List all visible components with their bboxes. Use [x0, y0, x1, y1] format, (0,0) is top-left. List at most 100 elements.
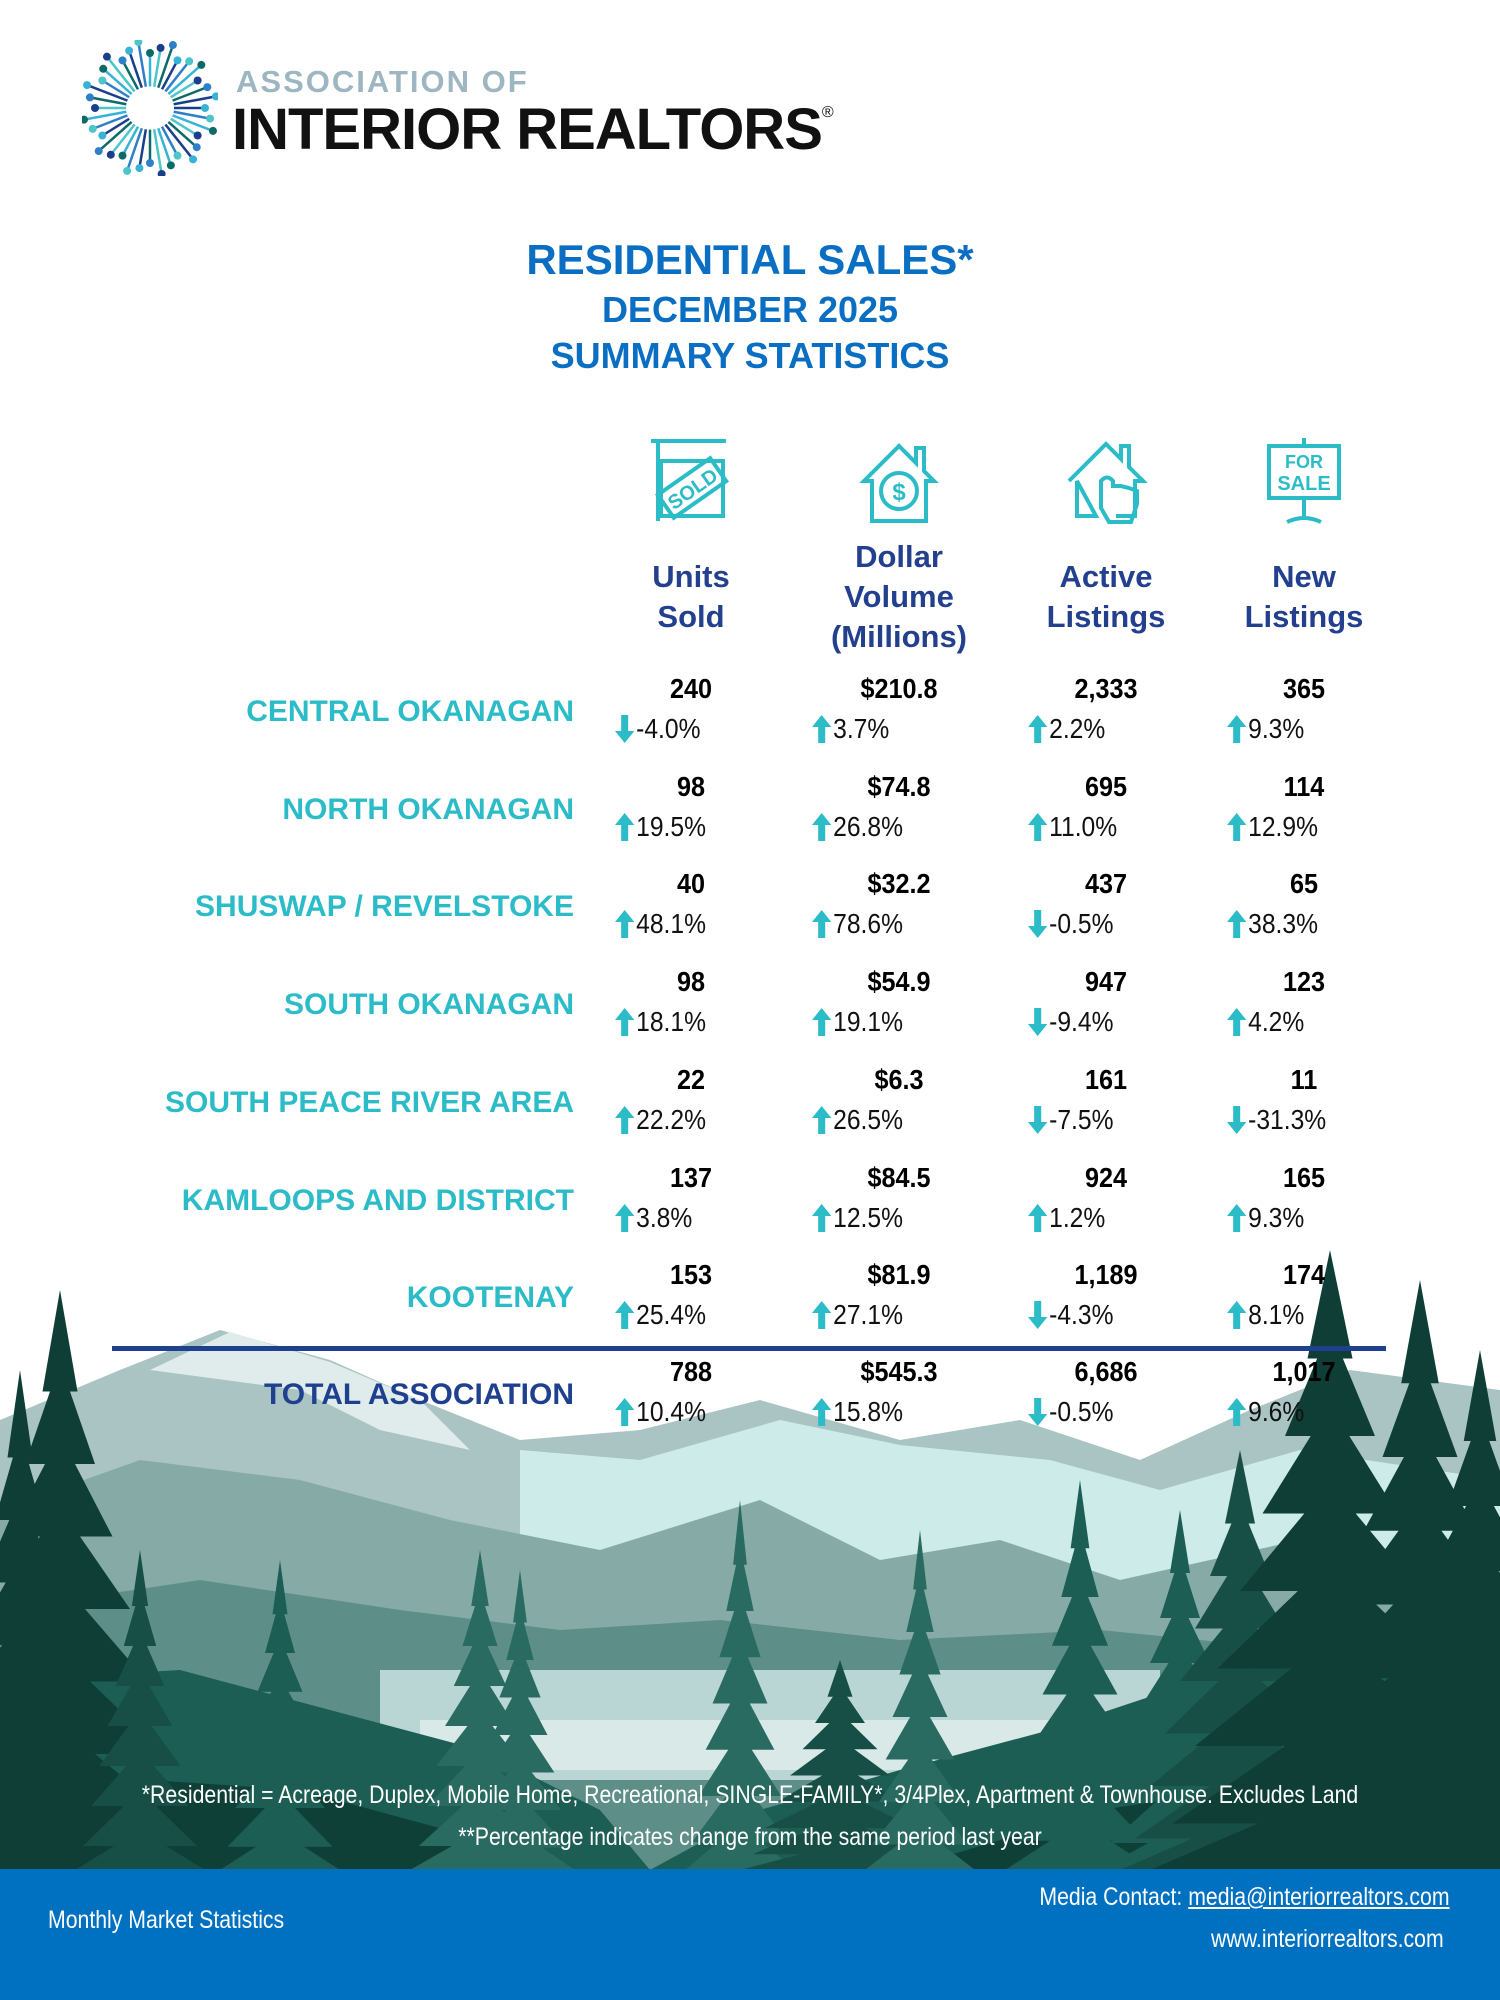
logo-ray: [89, 96, 127, 106]
pine-tree: [7, 1370, 33, 1458]
pine-tree: [1366, 1740, 1500, 1831]
pine-tree: [1285, 1327, 1375, 1436]
logo-dot: [197, 60, 206, 69]
percent-change: 12.9%: [1227, 811, 1318, 843]
percent-change: 38.3%: [1227, 908, 1318, 940]
percent-change: 26.8%: [812, 811, 903, 843]
percent-change-value: 27.1%: [833, 1299, 903, 1331]
pine-tree: [913, 1530, 927, 1590]
pine-tree: [1033, 1675, 1127, 1744]
percent-change: 12.5%: [812, 1202, 903, 1234]
pine-tree: [1398, 1610, 1500, 1701]
pine-tree: [752, 1817, 928, 1855]
pine-tree: [1070, 1480, 1090, 1549]
logo-dot: [91, 104, 99, 112]
percent-change-value: -31.3%: [1248, 1103, 1327, 1135]
mountain-forest-landscape: [0, 1250, 1500, 1870]
pine-tree: [465, 1832, 575, 1870]
house-dollar-icon: $: [854, 436, 944, 531]
percent-change: 78.6%: [812, 908, 903, 940]
logo-dot: [166, 161, 175, 170]
media-contact-label: Media Contact:: [1039, 1883, 1189, 1911]
percent-change: 3.7%: [812, 713, 889, 745]
pine-tree: [499, 1645, 541, 1698]
stat-value: 161: [1084, 1063, 1128, 1095]
pine-tree: [242, 1715, 318, 1770]
logo-ray: [170, 117, 199, 137]
logo-ray: [101, 117, 130, 137]
arrow-up-icon: [615, 910, 635, 939]
website-link[interactable]: www.interiorrealtors.com: [1211, 1925, 1444, 1953]
stat-value: 98: [676, 966, 706, 998]
logo-ray: [164, 60, 191, 93]
arrow-up-icon: [615, 1398, 635, 1426]
percent-change: 27.1%: [812, 1299, 903, 1331]
stat-value: 114: [1283, 770, 1325, 802]
pine-tree: [705, 1685, 775, 1750]
percent-change-value: 15.8%: [833, 1396, 903, 1427]
logo-ray: [170, 79, 199, 99]
pine-tree: [471, 1795, 569, 1848]
pine-tree: [123, 1590, 157, 1646]
arrow-up-icon: [812, 1398, 832, 1426]
logo-ray: [121, 126, 140, 157]
pine-tree: [1225, 1450, 1255, 1524]
pine-tree: [471, 1550, 489, 1606]
pine-tree: [272, 1560, 288, 1615]
logo-ray: [164, 123, 195, 161]
logo-dot: [156, 43, 165, 52]
percent-change: 9.6%: [1227, 1396, 1304, 1428]
pine-tree: [871, 1785, 969, 1845]
stat-value: 788: [669, 1356, 713, 1387]
pine-tree: [1262, 1405, 1398, 1514]
logo-ray: [138, 129, 148, 169]
logo-ray: [121, 59, 140, 90]
report-subtitle: SUMMARY STATISTICS: [550, 335, 950, 376]
pine-tree: [1431, 1480, 1500, 1571]
logo-ray: [109, 123, 136, 156]
percent-change: -4.3%: [1028, 1299, 1113, 1331]
logo-dot: [99, 64, 108, 73]
pine-tree: [1170, 1510, 1190, 1573]
pine-tree: [1051, 1577, 1109, 1646]
percent-change-value: 1.2%: [1049, 1201, 1106, 1233]
association-logo-burst-icon: [82, 40, 218, 176]
percent-change-value: 9.6%: [1248, 1396, 1305, 1427]
logo-dot: [193, 131, 202, 140]
pine-tree: [220, 1831, 340, 1870]
stat-value: 947: [1084, 966, 1128, 998]
pine-tree: [1042, 1626, 1118, 1695]
logo-dot: [173, 151, 182, 160]
logo-ray: [125, 127, 143, 172]
arrow-up-icon: [615, 1008, 635, 1037]
percent-change-value: 9.3%: [1248, 1201, 1305, 1233]
pine-tree: [892, 1657, 948, 1717]
percent-change-value: -0.5%: [1049, 908, 1114, 940]
stat-value: 1,189: [1074, 1259, 1138, 1291]
column-header: Volume: [844, 579, 954, 614]
stat-value: 123: [1282, 966, 1326, 998]
pine-tree: [712, 1638, 768, 1704]
arrow-down-icon: [1028, 1398, 1048, 1426]
arrow-up-icon: [812, 812, 832, 841]
pine-tree: [1023, 1723, 1137, 1792]
pine-tree: [1350, 1805, 1500, 1870]
percent-change-value: -0.5%: [1049, 1396, 1114, 1427]
arrow-up-icon: [812, 910, 832, 939]
percent-change: 8.1%: [1227, 1299, 1304, 1331]
pine-tree: [733, 1500, 747, 1565]
pine-tree: [1382, 1675, 1500, 1766]
percent-change: 3.8%: [615, 1202, 692, 1234]
percent-change: 26.5%: [812, 1104, 903, 1136]
footer-tagline: Monthly Market Statistics: [48, 1906, 285, 1934]
media-email-link[interactable]: media@interiorrealtors.com: [1188, 1883, 1450, 1911]
logo-dot: [173, 56, 182, 65]
pine-tree: [1401, 1280, 1439, 1384]
percent-change: 2.2%: [1028, 713, 1105, 745]
column-header: Listings: [1046, 599, 1166, 634]
region-label: KOOTENAY: [406, 1281, 574, 1315]
pine-tree: [227, 1792, 333, 1847]
percent-change: 15.8%: [812, 1396, 903, 1428]
percent-change-value: 3.7%: [833, 713, 890, 744]
percent-change: 19.1%: [812, 1006, 903, 1038]
